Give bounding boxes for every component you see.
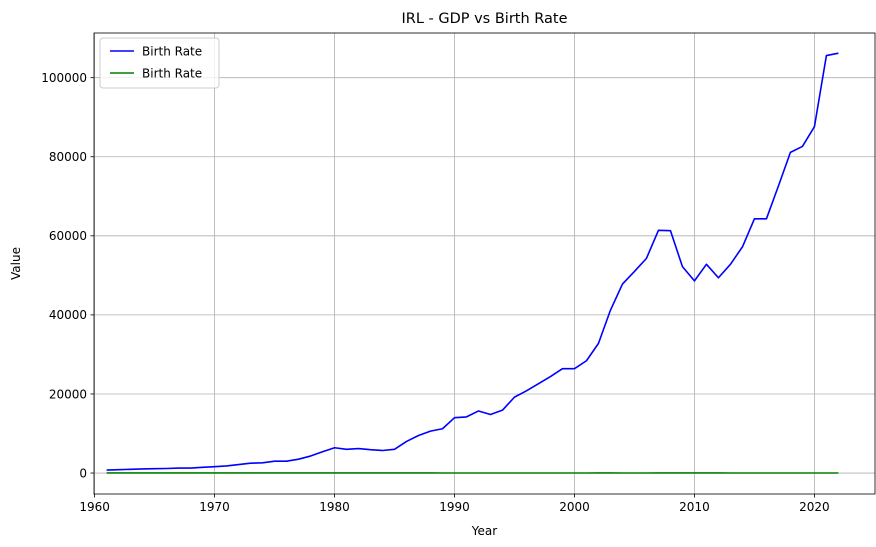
plot-frame — [93, 32, 876, 495]
chart-title: IRL - GDP vs Birth Rate — [401, 11, 567, 27]
legend-label-1: Birth Rate — [142, 67, 202, 81]
y-tick-label: 20000 — [49, 387, 87, 401]
y-tick-label: 40000 — [49, 308, 87, 322]
x-tick-label: 2010 — [679, 500, 710, 514]
series-line-0 — [106, 52, 839, 471]
x-axis-label: Year — [471, 524, 497, 538]
y-tick-label: 80000 — [49, 150, 87, 164]
x-tick-label: 2020 — [799, 500, 830, 514]
x-tick-label: 1970 — [199, 500, 230, 514]
x-tick-label: 1990 — [439, 500, 470, 514]
y-tick-label: 100000 — [41, 71, 87, 85]
legend: Birth Rate Birth Rate — [99, 37, 220, 89]
legend-label-0: Birth Rate — [142, 45, 202, 59]
series-layer — [106, 52, 839, 474]
x-tick-label: 2000 — [559, 500, 590, 514]
y-tick-label: 60000 — [49, 229, 87, 243]
x-tick-label: 1980 — [319, 500, 350, 514]
y-tick-label: 0 — [79, 466, 87, 480]
ticks: 1960 1970 1980 1990 2000 2010 2020 0 20000 40000 6… — [41, 71, 830, 514]
y-axis-label: Value — [9, 247, 23, 280]
x-tick-label: 1960 — [79, 500, 110, 514]
